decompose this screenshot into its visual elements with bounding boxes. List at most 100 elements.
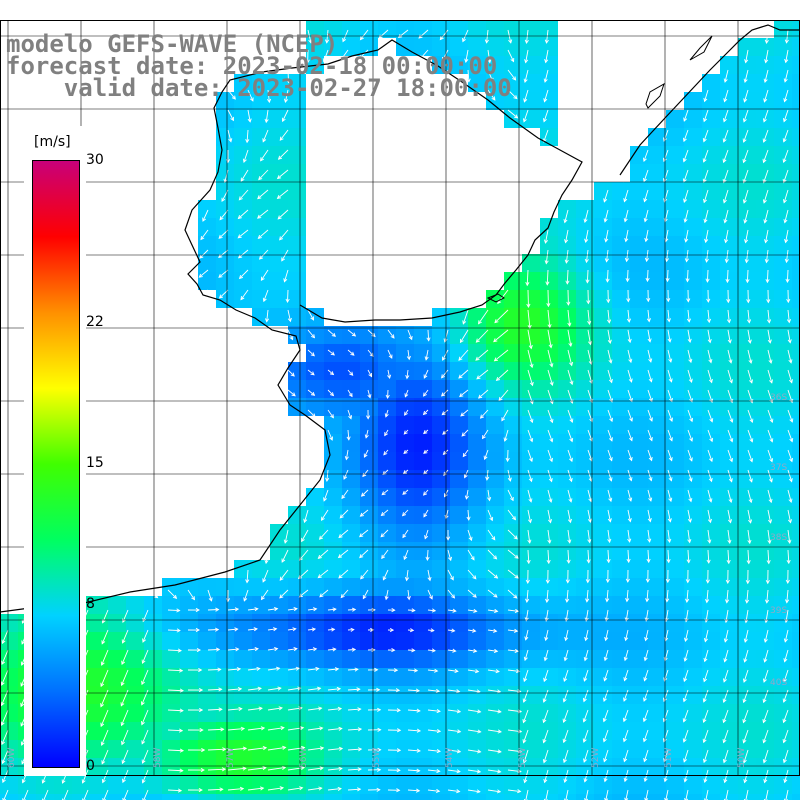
wind-speed-cell (180, 704, 198, 722)
wind-arrow (567, 349, 574, 367)
wind-arrow (742, 709, 749, 724)
wind-arrow (403, 429, 409, 435)
wind-speed-cell (684, 668, 702, 686)
wind-speed-cell (648, 308, 666, 326)
wind-speed-cell (666, 542, 684, 560)
wind-arrow (505, 449, 510, 463)
wind-arrow (307, 309, 314, 321)
wind-speed-cell (540, 416, 558, 434)
wind-arrow (267, 726, 285, 731)
wind-arrow (141, 649, 149, 664)
wind-speed-cell (342, 794, 360, 800)
wind-speed-cell (252, 290, 270, 308)
wind-arrow (783, 629, 789, 643)
wind-arrow (487, 529, 496, 541)
wind-speed-cell (180, 776, 198, 794)
wind-speed-cell (648, 704, 666, 722)
wind-speed-cell (378, 506, 396, 524)
wind-speed-cell (162, 596, 180, 614)
wind-speed-cell (576, 506, 594, 524)
wind-speed-cell (684, 560, 702, 578)
wind-speed-cell (414, 704, 432, 722)
wind-arrow (287, 666, 301, 671)
wind-arrow (462, 309, 469, 325)
wind-arrow (367, 747, 382, 752)
wind-speed-cell (558, 218, 576, 236)
wind-speed-cell (756, 614, 774, 632)
wind-arrow (542, 689, 549, 703)
wind-speed-cell (738, 218, 756, 236)
wind-arrow (207, 627, 220, 632)
colorbar-units: [m/s] (34, 134, 71, 150)
wind-arrow (347, 687, 361, 692)
wind-speed-cell (792, 470, 800, 488)
wind-arrow (524, 629, 529, 641)
wind-speed-cell (540, 362, 558, 380)
wind-speed-cell (720, 380, 738, 398)
wind-speed-cell (378, 560, 396, 578)
wind-speed-cell (90, 722, 108, 740)
wind-arrow (683, 109, 689, 122)
wind-arrow (787, 369, 793, 384)
wind-arrow (682, 729, 689, 743)
wind-speed-cell (180, 758, 198, 776)
wind-speed-cell (288, 164, 306, 182)
wind-arrow (703, 769, 709, 783)
wind-arrow (187, 707, 204, 713)
wind-arrow (227, 726, 246, 731)
wind-speed-cell (594, 200, 612, 218)
wind-arrow (527, 509, 533, 524)
wind-speed-cell (144, 614, 162, 632)
wind-speed-cell (576, 758, 594, 776)
wind-speed-cell (306, 308, 324, 326)
wind-arrow (742, 109, 749, 123)
wind-speed-cell (702, 416, 720, 434)
wind-speed-cell (684, 758, 702, 776)
wind-speed-cell (648, 272, 666, 290)
wind-speed-cell (648, 506, 666, 524)
wind-speed-cell (702, 128, 720, 146)
wind-arrow (524, 29, 529, 45)
wind-speed-cell (432, 614, 450, 632)
wind-speed-cell (774, 38, 792, 56)
wind-arrow (141, 769, 149, 784)
wind-speed-cell (414, 506, 432, 524)
wind-arrow (522, 109, 529, 123)
wind-arrow (787, 449, 794, 463)
wind-speed-cell (774, 380, 792, 398)
wind-speed-cell (774, 452, 792, 470)
wind-speed-cell (180, 578, 198, 596)
wind-speed-cell (720, 650, 738, 668)
wind-arrow (624, 629, 629, 642)
wind-speed-cell (360, 344, 378, 362)
wind-arrow (527, 349, 534, 369)
wind-speed-cell (378, 686, 396, 704)
wind-arrow (407, 768, 421, 773)
lat-label: 40S (770, 678, 787, 688)
wind-arrow (447, 749, 462, 754)
wind-arrow (605, 269, 610, 283)
wind-speed-cell (342, 506, 360, 524)
wind-arrow (526, 549, 531, 565)
wind-arrow (544, 249, 549, 265)
wind-speed-cell (108, 794, 126, 800)
wind-speed-cell (450, 794, 468, 800)
wind-speed-cell (540, 488, 558, 506)
wind-speed-cell (270, 542, 288, 560)
wind-speed-cell (630, 254, 648, 272)
wind-speed-cell (720, 614, 738, 632)
wind-arrow (344, 449, 349, 461)
wind-speed-cell (756, 236, 774, 254)
wind-arrow (703, 669, 709, 683)
wind-speed-cell (486, 416, 504, 434)
wind-speed-cell (450, 542, 468, 560)
wind-speed-cell (720, 740, 738, 758)
wind-arrow (604, 229, 609, 243)
wind-arrow (321, 509, 329, 521)
wind-arrow (782, 189, 789, 204)
wind-speed-cell (738, 254, 756, 272)
wind-arrow (347, 767, 362, 772)
wind-speed-cell (576, 542, 594, 560)
wind-arrow (587, 489, 593, 503)
wind-speed-cell (486, 398, 504, 416)
